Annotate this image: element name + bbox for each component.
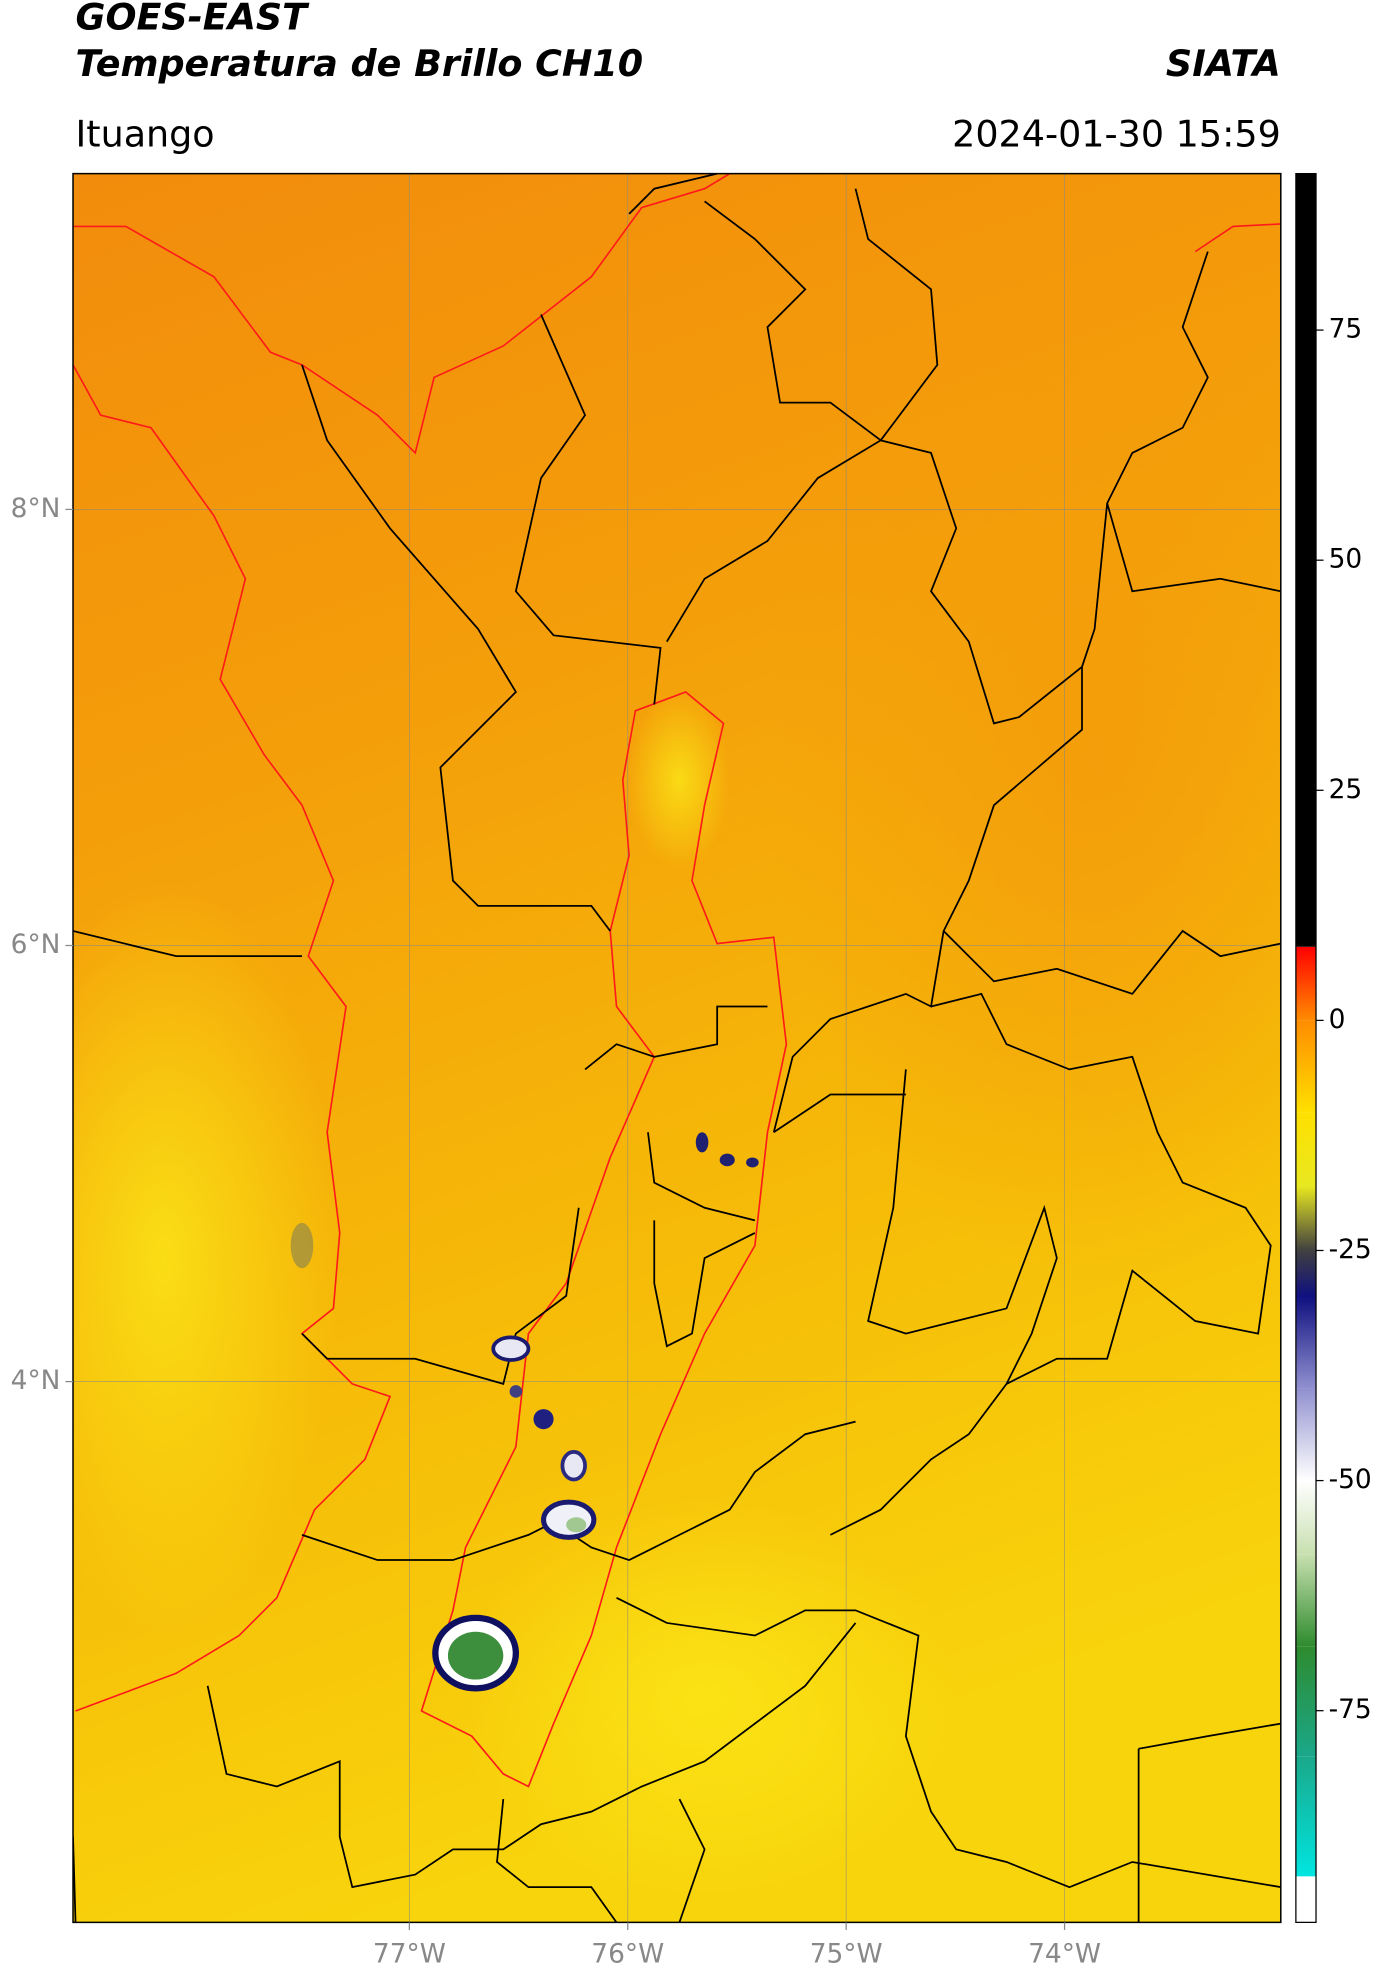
- cold-cloud: [746, 1157, 759, 1168]
- colorbar-segment: [1295, 1296, 1317, 1389]
- colorbar-segment: [1295, 1388, 1317, 1481]
- colorbar-frame: [1295, 172, 1317, 1924]
- colorbar-tick-label: 25: [1329, 774, 1363, 805]
- admin-boundary: [678, 1798, 706, 1923]
- admin-boundary: [942, 929, 1281, 995]
- colorbar-tick-label: -25: [1329, 1234, 1372, 1265]
- colorbar-segment: [1295, 946, 1317, 1021]
- y-tick-label: 6°N: [11, 929, 61, 960]
- map-area: [73, 173, 1281, 1923]
- colorbar-segment: [1295, 1480, 1317, 1555]
- colorbar-tick-label: 50: [1329, 544, 1363, 575]
- coastline: [73, 364, 392, 1712]
- colorbar-segment: [1295, 1756, 1317, 1877]
- brand: SIATA: [1166, 42, 1281, 85]
- admin-boundary: [584, 1005, 768, 1071]
- admin-boundary: [666, 200, 883, 643]
- coastline: [1194, 223, 1281, 253]
- cool-cloud: [290, 1222, 314, 1269]
- x-tick-label: 76°W: [591, 1939, 664, 1970]
- colorbar-segment: [1295, 1646, 1317, 1757]
- cold-cloud: [541, 1499, 597, 1540]
- admin-boundary: [829, 992, 1272, 1536]
- colorbar-segment: [1295, 1020, 1317, 1113]
- colorbar-tick-label: -75: [1329, 1694, 1372, 1725]
- colorbar-segment: [1295, 1112, 1317, 1187]
- admin-boundary: [514, 314, 662, 705]
- admin-boundary: [301, 364, 611, 932]
- cold-cloud: [491, 1335, 531, 1362]
- colorbar-tick-label: 75: [1329, 314, 1363, 345]
- x-tick-label: 75°W: [810, 1939, 883, 1970]
- cold-cloud: [695, 1132, 709, 1153]
- admin-boundary: [73, 930, 302, 958]
- colorbar-tick-label: 0: [1329, 1004, 1346, 1035]
- cold-cloud: [560, 1449, 587, 1482]
- x-tick-label: 74°W: [1028, 1939, 1101, 1970]
- colorbar-segment: [1295, 1554, 1317, 1647]
- admin-boundary: [628, 173, 718, 215]
- location: Ituango: [76, 112, 215, 155]
- admin-boundary: [854, 188, 939, 441]
- admin-boundary: [301, 1207, 580, 1386]
- admin-boundary: [206, 1622, 857, 1889]
- x-tick-label: 77°W: [373, 1939, 446, 1970]
- y-tick-label: 8°N: [11, 493, 61, 524]
- map-frame: [72, 172, 1282, 1924]
- admin-boundary: [773, 1093, 906, 1134]
- admin-boundary: [653, 1220, 756, 1348]
- cool-region: [629, 691, 730, 869]
- warm-region: [767, 226, 1281, 1284]
- admin-boundary: [647, 1132, 756, 1222]
- subtitle: Temperatura de Brillo CH10: [76, 42, 644, 85]
- cold-cloud: [719, 1153, 735, 1167]
- cold-cloud-core: [447, 1631, 504, 1680]
- colorbar-segment: [1295, 173, 1317, 947]
- admin-boundary: [1137, 1722, 1281, 1923]
- admin-boundary: [1106, 502, 1281, 593]
- cool-region: [73, 880, 340, 1636]
- y-tick-label: 4°N: [11, 1365, 61, 1396]
- cool-region: [452, 1497, 957, 1900]
- admin-boundary: [616, 1596, 1281, 1889]
- colorbar-segment: [1295, 1186, 1317, 1251]
- cold-cloud-core: [566, 1517, 587, 1533]
- coastline: [73, 173, 731, 455]
- admin-boundary: [772, 666, 1083, 1133]
- date: 2024-01-30 15:59: [952, 112, 1281, 155]
- colorbar-tick-label: -50: [1329, 1464, 1372, 1495]
- cold-cloud: [509, 1385, 523, 1398]
- colorbar-segment: [1295, 1876, 1317, 1923]
- title: GOES-EAST: [76, 0, 311, 38]
- admin-boundary: [867, 1069, 1058, 1385]
- colorbar-segment: [1295, 1250, 1317, 1297]
- admin-boundary: [301, 1420, 856, 1561]
- colorbar: [1295, 173, 1317, 1923]
- cold-cloud: [533, 1409, 554, 1430]
- admin-boundary: [496, 1798, 618, 1923]
